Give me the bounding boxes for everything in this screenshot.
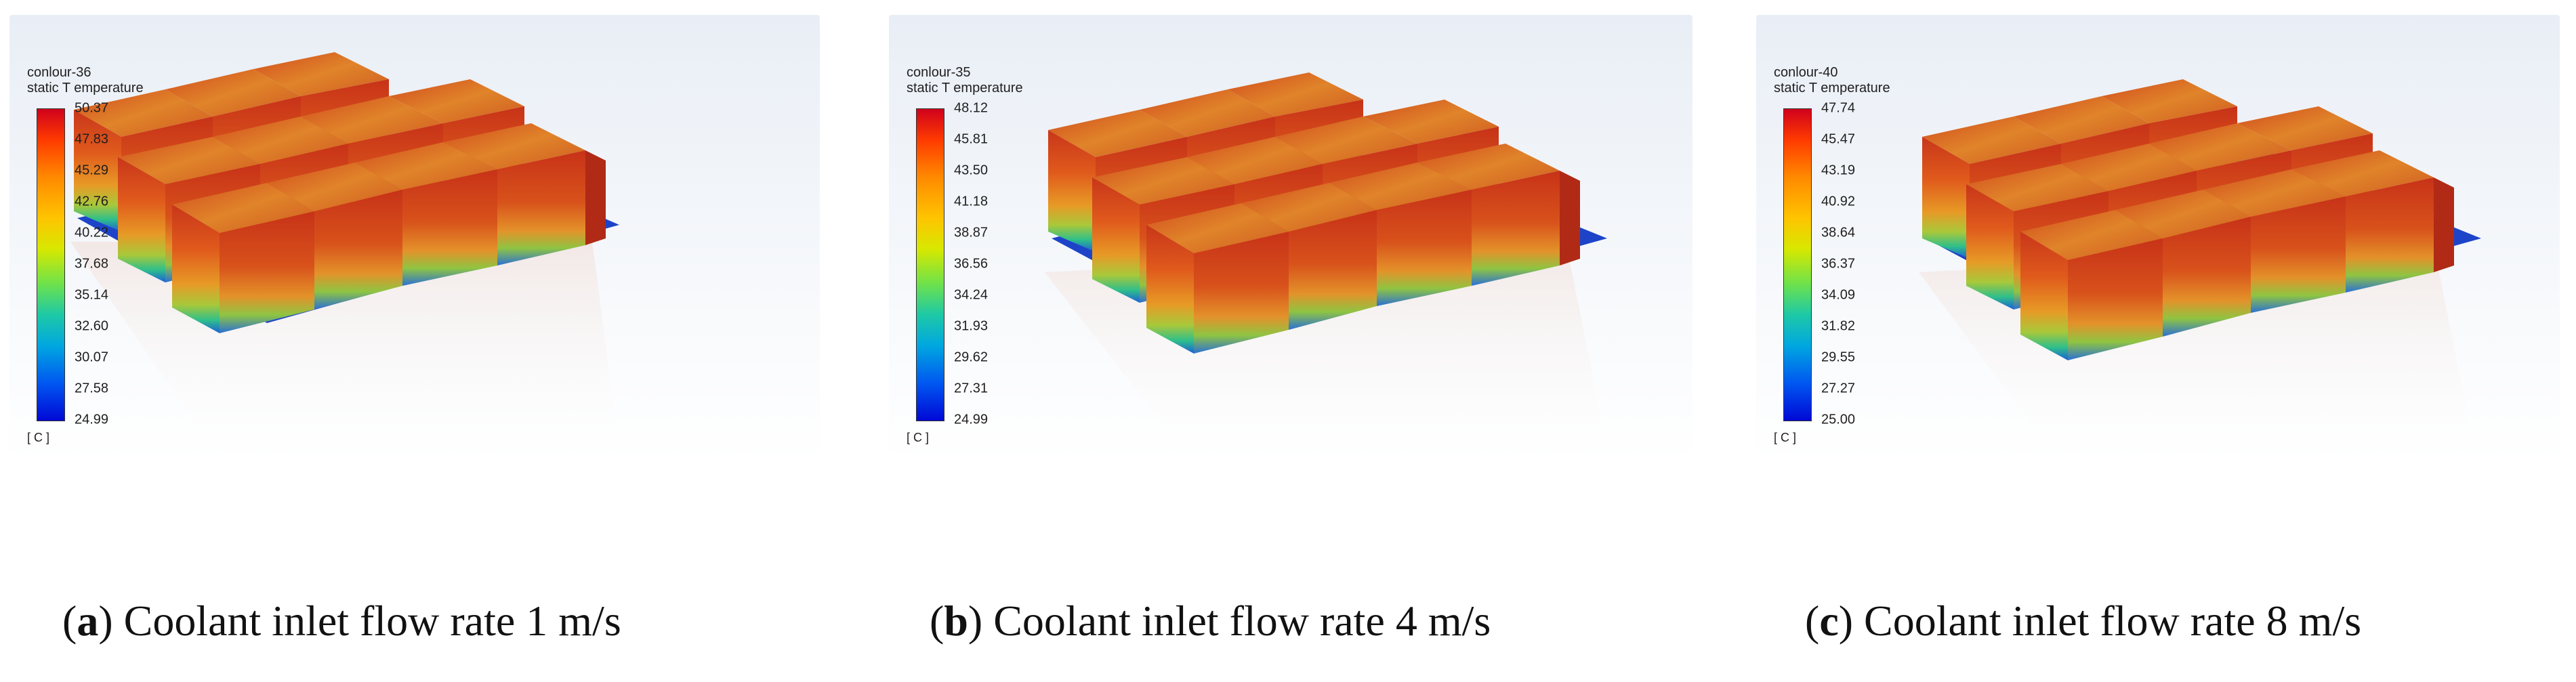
legend-tick: 29.55 (1821, 349, 1856, 365)
legend-tick: 40.92 (1821, 194, 1856, 209)
caption-letter: c (1819, 597, 1839, 645)
legend-tick: 36.37 (1821, 256, 1856, 272)
contour-quantity: static T emperature (907, 81, 1023, 95)
legend-tick: 48.12 (954, 100, 989, 116)
battery-pack-render (1919, 79, 2481, 455)
legend-tick: 32.60 (75, 318, 109, 334)
caption-letter: a (77, 597, 99, 645)
legend-unit: [ C ] (907, 431, 930, 444)
battery-cells (1048, 72, 1580, 354)
legend-tick: 24.99 (75, 412, 109, 427)
legend-tick: 40.22 (75, 225, 109, 240)
color-scale-bar (916, 108, 944, 421)
legend-tick: 43.50 (954, 163, 989, 178)
legend-tick: 43.19 (1821, 163, 1856, 178)
battery-pack-render (1045, 72, 1607, 455)
contour-quantity: static T emperature (27, 81, 144, 95)
legend-tick: 31.82 (1821, 318, 1856, 334)
legend-title: conlour-40 static T emperature (1774, 65, 1890, 96)
caption-text: Coolant inlet flow rate 8 m/s (1853, 597, 2362, 645)
color-scale-bar (1783, 108, 1812, 421)
contour-name: conlour-36 (27, 65, 91, 80)
legend-tick: 36.56 (954, 256, 989, 272)
legend-tick: 27.27 (1821, 381, 1856, 396)
caption-c: (c) Coolant inlet flow rate 8 m/s (1805, 597, 2362, 645)
legend-unit: [ C ] (1774, 431, 1797, 444)
caption-a: (a) Coolant inlet flow rate 1 m/s (62, 597, 621, 645)
legend-tick: 37.68 (75, 256, 109, 272)
contour-name: conlour-35 (907, 65, 971, 80)
caption-text: Coolant inlet flow rate 4 m/s (982, 597, 1491, 645)
legend-tick: 29.62 (954, 349, 989, 365)
legend-tick: 47.74 (1821, 100, 1856, 116)
legend-tick: 41.18 (954, 194, 989, 209)
caption-text: Coolant inlet flow rate 1 m/s (112, 597, 621, 645)
legend-tick: 30.07 (75, 349, 109, 365)
caption-b: (b) Coolant inlet flow rate 4 m/s (930, 597, 1491, 645)
legend-tick: 50.37 (75, 100, 109, 116)
battery-pack-render (70, 52, 619, 448)
legend-title: conlour-35 static T emperature (907, 65, 1023, 96)
legend-tick: 42.76 (75, 194, 109, 209)
legend-tick: 34.24 (954, 287, 989, 303)
legend-tick: 47.83 (75, 131, 109, 147)
legend-tick: 38.64 (1821, 225, 1856, 240)
legend-tick: 45.47 (1821, 131, 1856, 147)
legend-tick: 45.81 (954, 131, 989, 147)
legend-unit: [ C ] (27, 431, 50, 444)
contour-panel-a: conlour-36 static T emperature 50.37 47.… (9, 15, 820, 462)
legend-tick: 45.29 (75, 163, 109, 178)
legend-tick: 27.58 (75, 381, 109, 396)
legend-tick: 38.87 (954, 225, 989, 240)
legend-tick: 31.93 (954, 318, 989, 334)
legend-tick: 25.00 (1821, 412, 1856, 427)
contour-panel-b: conlour-35 static T emperature 48.12 45.… (889, 15, 1692, 462)
legend-title: conlour-36 static T emperature (27, 65, 144, 96)
battery-cells (1922, 79, 2454, 360)
legend-tick: 24.99 (954, 412, 989, 427)
caption-letter: b (944, 597, 968, 645)
legend-tick: 34.09 (1821, 287, 1856, 303)
color-scale-bar (37, 108, 65, 421)
battery-cells (74, 52, 606, 333)
contour-panel-c: conlour-40 static T emperature 47.74 45.… (1756, 15, 2560, 462)
contour-name: conlour-40 (1774, 65, 1838, 80)
legend-tick: 27.31 (954, 381, 989, 396)
legend-tick: 35.14 (75, 287, 109, 303)
contour-quantity: static T emperature (1774, 81, 1890, 95)
